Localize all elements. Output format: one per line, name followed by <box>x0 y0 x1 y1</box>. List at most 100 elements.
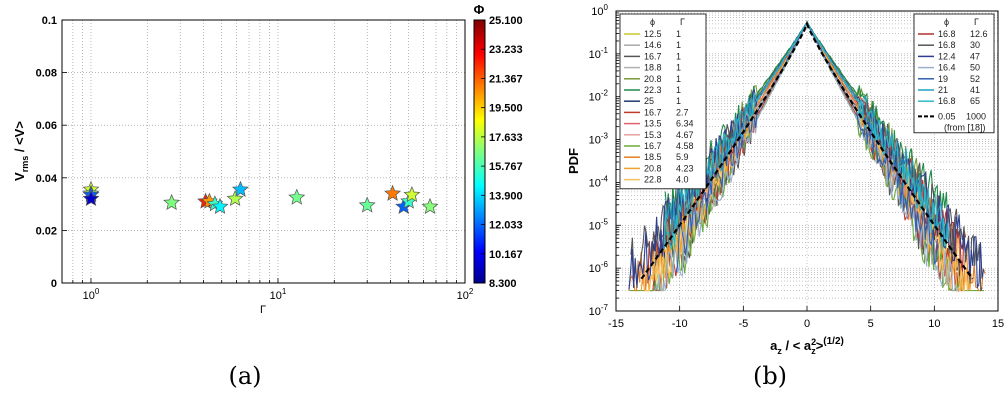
legend-gamma: 4.58 <box>676 141 694 151</box>
legend-header-phi: ϕ <box>944 17 949 27</box>
panel-b-caption: (b) <box>753 362 787 390</box>
legend-phi: 0.05 <box>938 111 956 121</box>
data-point-star <box>163 193 181 211</box>
x-tick-label: -15 <box>608 318 624 330</box>
legend-phi: 22.8 <box>644 175 662 185</box>
colorbar-tick-label: 23.233 <box>489 44 523 56</box>
legend-header-gamma: Γ <box>680 17 685 27</box>
y-tick-label: 0 <box>51 278 57 290</box>
y-tick-label: 0.06 <box>36 120 57 132</box>
panel-a-xlabel: Γ <box>260 304 266 316</box>
legend-gamma: 30 <box>970 40 980 50</box>
legend-gamma: 1 <box>676 40 681 50</box>
data-point-star <box>358 196 376 213</box>
legend-phi: 16.4 <box>938 63 956 73</box>
legend-phi: 25 <box>644 96 654 106</box>
legend-phi: 19 <box>938 74 948 84</box>
legend-phi: 16.8 <box>938 40 956 50</box>
legend-gamma: 6.34 <box>676 119 694 129</box>
y-tick-label: 0.02 <box>36 225 57 237</box>
legend-header-phi: ϕ <box>650 17 655 27</box>
legend-gamma: 1 <box>676 85 681 95</box>
panel-b-legend-right: ϕ Γ 16.8 12.6 16.8 30 12.4 47 16.4 50 19 52 21 41 16.8… <box>913 13 995 134</box>
panel-a-ticks: 0 0.02 0.04 0.06 0.08 0.1 100 101 102 <box>36 15 474 302</box>
colorbar-tick-label: 21.367 <box>489 73 523 85</box>
panel-b-curves <box>628 20 986 293</box>
legend-gamma: 1 <box>676 96 681 106</box>
legend-phi: 21 <box>938 85 948 95</box>
colorbar-tick-label: 8.300 <box>489 278 517 290</box>
panel-a-axes-box <box>61 19 466 284</box>
data-point-star <box>384 184 402 201</box>
legend-gamma: 4.0 <box>676 175 689 185</box>
panel-b-legend-left: ϕ Γ 12.5 1 14.6 1 16.7 1 18.8 1 20.8 1 22.3 1 25 1 16.7 2… <box>619 13 707 190</box>
x-tick-label: 5 <box>868 318 874 330</box>
y-tick-label: 10-7 <box>589 303 609 318</box>
y-tick-label: 10-2 <box>589 89 609 104</box>
y-tick-label: 100 <box>591 3 608 18</box>
legend-gamma: 4.67 <box>676 130 694 140</box>
y-tick-label: 0.1 <box>42 15 57 27</box>
legend-gamma: 4.23 <box>676 163 694 173</box>
data-point-star <box>288 188 306 205</box>
pdf-reference-line <box>640 20 974 280</box>
legend-phi: 20.8 <box>644 163 662 173</box>
data-point-star <box>403 185 421 203</box>
legend-phi: 16.8 <box>938 29 956 39</box>
panel-b-ylabel: PDF <box>566 148 581 174</box>
colorbar-tick-label: 13.900 <box>489 190 523 202</box>
x-tick-label: -5 <box>738 318 748 330</box>
x-tick-label: 10 <box>928 318 940 330</box>
x-tick-label: 0 <box>804 318 810 330</box>
legend-phi: 12.4 <box>938 51 956 61</box>
x-tick-label: 100 <box>83 287 100 302</box>
data-point-star <box>226 189 244 207</box>
colorbar-tick-label: 12.033 <box>489 220 523 232</box>
panel-a-scatter: 0 0.02 0.04 0.06 0.08 0.1 100 101 102 Vrms / <V>… <box>12 2 523 390</box>
panel-b-xlabel: az / < a2 z>(1/2) <box>770 336 844 356</box>
legend-phi: 18.5 <box>644 152 662 162</box>
legend-phi: 18.8 <box>644 63 662 73</box>
y-tick-label: 10-3 <box>589 132 609 147</box>
legend-gamma: 2.7 <box>676 107 689 117</box>
x-tick-label: 15 <box>992 318 1004 330</box>
data-point-star <box>231 180 249 197</box>
legend-gamma: 12.6 <box>970 29 988 39</box>
colorbar-tick-label: 17.633 <box>489 132 523 144</box>
panel-a-ylabel: Vrms / <V> <box>12 121 30 181</box>
colorbar-tick-label: 15.767 <box>489 161 523 173</box>
colorbar-tick-label: 19.500 <box>489 103 523 115</box>
legend-phi: 13.5 <box>644 119 662 129</box>
legend-gamma: 50 <box>970 63 980 73</box>
legend-reference-note: (from [18]) <box>944 122 986 132</box>
panel-a-plot-area <box>62 20 465 283</box>
panel-a-points <box>82 180 439 214</box>
legend-phi: 15.3 <box>644 130 662 140</box>
colorbar <box>473 19 486 284</box>
legend-gamma: 1 <box>676 63 681 73</box>
legend-gamma: 1 <box>676 74 681 84</box>
y-tick-label: 10-1 <box>589 46 609 61</box>
legend-phi: 16.7 <box>644 107 662 117</box>
legend-gamma: 1 <box>676 51 681 61</box>
legend-phi: 16.7 <box>644 51 662 61</box>
x-tick-label: -10 <box>672 318 688 330</box>
panel-a-grid <box>61 19 466 284</box>
legend-gamma: 52 <box>970 74 980 84</box>
colorbar-tick-label: 25.100 <box>489 15 523 27</box>
legend-gamma: 1000 <box>966 111 986 121</box>
y-tick-label: 10-6 <box>589 260 609 275</box>
legend-phi: 22.3 <box>644 85 662 95</box>
legend-phi: 16.7 <box>644 141 662 151</box>
panel-a-caption: (a) <box>228 362 261 390</box>
y-tick-label: 0.04 <box>36 173 58 185</box>
panel-b-ticks: -15 -10 -5 0 5 10 15 100 10-1 10-2 10-3 10-4 10-5 10-… <box>589 3 1005 330</box>
data-point-star <box>211 197 229 214</box>
data-point-star <box>421 197 439 214</box>
legend-phi: 16.8 <box>938 96 956 106</box>
x-tick-label: 101 <box>270 287 287 302</box>
data-point-star <box>82 189 100 207</box>
legend-gamma: 5.9 <box>676 152 689 162</box>
x-tick-label: 102 <box>457 287 474 302</box>
